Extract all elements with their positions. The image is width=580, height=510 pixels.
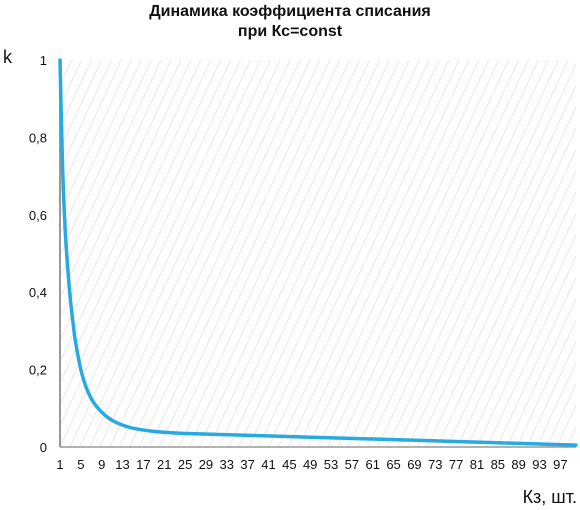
chart-title: Динамика коэффициента списания при Кс=co… <box>0 2 580 42</box>
x-tick-label: 61 <box>365 457 379 472</box>
y-axis-title: k <box>3 47 13 67</box>
x-tick-label: 17 <box>136 457 150 472</box>
x-tick-label: 5 <box>77 457 84 472</box>
y-tick-label: 0,6 <box>29 208 47 223</box>
x-tick-label: 81 <box>470 457 484 472</box>
y-tick-label: 1 <box>40 53 47 68</box>
x-tick-label: 85 <box>491 457 505 472</box>
y-tick-label: 0,8 <box>29 130 47 145</box>
chart-title-line2: при Кс=const <box>237 23 343 40</box>
x-tick-label: 73 <box>428 457 442 472</box>
x-tick-label: 65 <box>386 457 400 472</box>
x-tick-label: 49 <box>303 457 317 472</box>
x-tick-label: 9 <box>98 457 105 472</box>
y-tick-label: 0 <box>40 440 47 455</box>
x-tick-label: 13 <box>115 457 129 472</box>
x-tick-label: 93 <box>532 457 546 472</box>
x-tick-label: 1 <box>56 457 63 472</box>
x-tick-label: 25 <box>178 457 192 472</box>
y-tick-label: 0,4 <box>29 285 47 300</box>
x-tick-label: 89 <box>511 457 525 472</box>
x-tick-label: 37 <box>240 457 254 472</box>
plot-area-hatch <box>60 60 576 447</box>
x-tick-label: 21 <box>157 457 171 472</box>
x-tick-label: 45 <box>282 457 296 472</box>
x-tick-label: 57 <box>345 457 359 472</box>
x-tick-label: 69 <box>407 457 421 472</box>
chart-title-line1: Динамика коэффициента списания <box>149 3 431 20</box>
y-tick-label: 0,2 <box>29 363 47 378</box>
x-axis-title: Кз, шт. <box>523 487 577 507</box>
x-tick-label: 97 <box>553 457 567 472</box>
x-tick-label: 77 <box>449 457 463 472</box>
x-tick-label: 33 <box>220 457 234 472</box>
x-tick-label: 29 <box>199 457 213 472</box>
x-tick-label: 41 <box>261 457 275 472</box>
x-tick-label: 53 <box>324 457 338 472</box>
series-line <box>58 58 578 447</box>
